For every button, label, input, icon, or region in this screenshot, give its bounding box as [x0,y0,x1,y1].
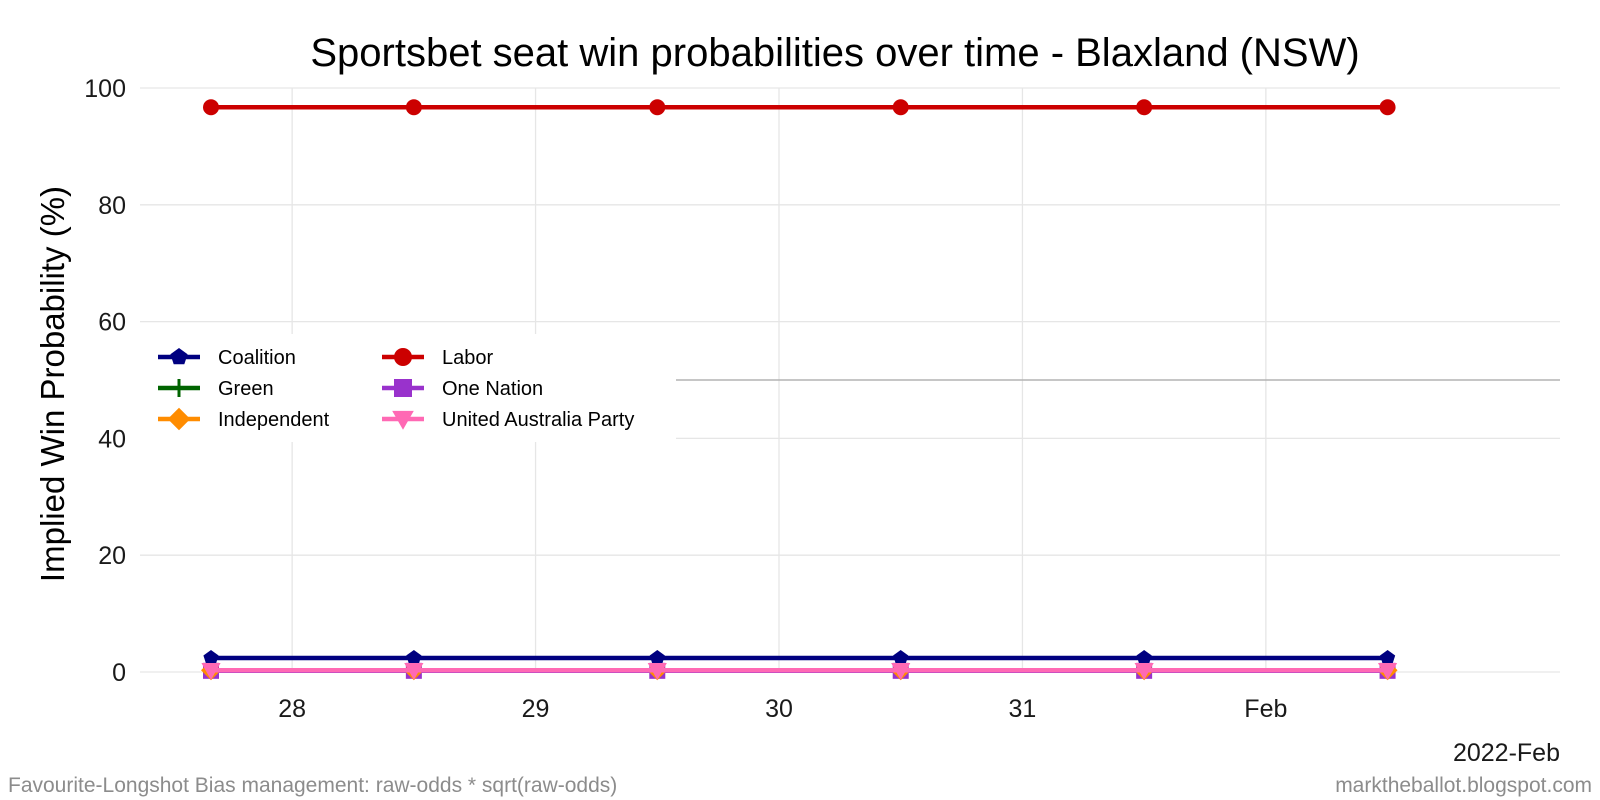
y-tick-label: 0 [112,659,126,687]
data-point-labor [405,99,422,116]
data-point-labor [1136,99,1153,116]
y-tick-label: 20 [98,542,126,570]
y-tick-label: 40 [98,425,126,453]
series-labor [203,99,1396,116]
legend-key-marker [170,348,188,365]
data-point-labor [892,99,909,116]
data-point-united-australia-party [1134,663,1154,680]
data-point-united-australia-party [891,663,911,680]
x-axis-corner-label: 2022-Feb [1453,739,1560,767]
x-tick-label: 31 [1009,695,1037,723]
series-coalition [203,650,1396,665]
legend-item-independent: Independent [158,407,330,431]
footer-method-note: Favourite-Longshot Bias management: raw-… [8,774,617,797]
y-tick-label: 60 [98,309,126,337]
y-axis-title: Implied Win Probability (%) [34,186,71,582]
footer-source-url: marktheballot.blogspot.com [1335,774,1592,797]
legend-item-green: Green [158,378,274,400]
x-tick-label: 30 [765,695,793,723]
legend-key-marker [394,379,412,397]
legend-label: Coalition [218,347,296,369]
data-point-labor [1379,99,1396,116]
y-tick-label: 100 [84,75,126,103]
data-point-labor [649,99,666,116]
data-point-united-australia-party [647,663,667,680]
data-point-coalition [1380,650,1396,665]
series-united-australia-party [201,663,1398,680]
data-point-coalition [893,650,909,665]
chart-title: Sportsbet seat win probabilities over ti… [310,31,1359,75]
legend: Coalition Green Independent Labor One Nation… [140,334,676,442]
data-point-coalition [203,650,219,665]
legend-item-united-australia-party: United Australia Party [382,409,634,431]
data-point-united-australia-party [201,663,221,680]
data-point-united-australia-party [1377,663,1398,680]
series-layer [201,99,1398,681]
data-point-coalition [1136,650,1152,665]
legend-key-marker [392,410,414,430]
legend-key-marker [394,348,412,366]
legend-item-one-nation: One Nation [382,378,543,400]
x-tick-label: 29 [522,695,550,723]
legend-label: Labor [442,347,493,369]
y-tick-label: 80 [98,192,126,220]
legend-label: Green [218,378,274,400]
legend-label: Independent [218,409,330,431]
data-point-coalition [406,650,422,665]
legend-item-labor: Labor [382,347,493,369]
legend-label: United Australia Party [442,409,634,431]
legend-item-coalition: Coalition [158,347,296,369]
legend-key-marker [170,379,188,397]
legend-key-marker [167,407,191,431]
legend-label: One Nation [442,378,543,400]
data-point-united-australia-party [404,663,424,680]
data-point-labor [203,99,219,116]
x-tick-label: Feb [1244,695,1287,723]
data-point-coalition [649,650,665,665]
x-tick-label: 28 [278,695,306,723]
axis-labels: 0 20 40 60 80 100 28 29 30 31 Feb [84,75,1287,723]
